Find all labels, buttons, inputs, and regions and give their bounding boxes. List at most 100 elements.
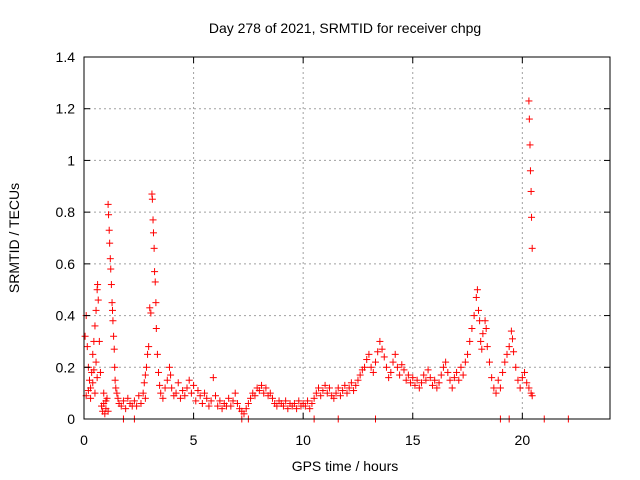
data-point [499,368,507,376]
data-point [496,384,504,392]
data-point [317,392,325,400]
y-tick-label: 0.4 [56,308,76,324]
data-point [385,374,393,382]
data-point [149,216,157,224]
data-point [336,392,344,400]
data-point [117,402,125,410]
data-point [391,350,399,358]
data-point [428,381,436,389]
data-point [157,389,165,397]
data-point [527,187,535,195]
data-point [137,399,145,407]
data-point [516,384,524,392]
data-point [393,363,401,371]
data-point [345,384,353,392]
data-point [110,332,118,340]
data-point [110,345,118,353]
data-point [433,384,441,392]
data-point [179,387,187,395]
data-point [492,389,500,397]
data-point [400,366,408,374]
data-point [142,363,150,371]
data-point [321,381,329,389]
data-point [89,350,97,358]
data-point [176,394,184,402]
data-point [475,306,482,314]
data-point [334,384,342,392]
data-point [343,389,351,397]
data-point [444,368,452,376]
data-point [350,387,358,395]
data-point [266,389,274,397]
data-point [100,389,108,397]
data-point [106,239,114,247]
data-point [141,371,149,379]
data-point [483,343,491,351]
data-point [108,306,116,314]
data-point [172,389,180,397]
data-point [95,337,103,345]
data-point [96,368,104,376]
data-point [247,394,255,402]
data-point [268,394,276,402]
data-point [148,195,156,203]
data-point [251,392,259,400]
data-point [420,371,428,379]
data-point [87,394,95,402]
data-point [407,379,415,387]
data-point [90,366,98,374]
y-tick-label: 1.2 [56,101,76,117]
data-point [332,389,340,397]
data-point [146,304,154,312]
data-point [102,397,110,405]
data-point [455,376,463,384]
data-point [461,358,469,366]
data-point [501,358,509,366]
data-point [119,397,127,405]
data-point [194,387,202,395]
data-point [521,368,529,376]
data-point [435,379,443,387]
data-point [149,229,157,237]
data-point [212,392,219,400]
data-point [295,397,303,405]
data-point [510,348,518,356]
data-point [325,384,333,392]
data-point [347,379,355,387]
data-point [144,350,152,358]
data-point [192,397,200,405]
data-point [227,402,235,410]
data-point [105,226,113,234]
data-point [526,141,534,149]
data-point [94,296,102,304]
data-point [92,306,100,314]
data-point [293,405,301,413]
chart-title: Day 278 of 2021, SRMTID for receiver chp… [209,20,481,36]
data-point [514,376,522,384]
data-point [472,293,480,301]
data-point [528,392,536,400]
data-point [273,402,281,410]
data-point [244,399,252,407]
data-point [279,402,287,410]
data-point [141,394,149,402]
data-point [167,371,175,379]
y-tick-label: 0.6 [56,256,76,272]
data-point [398,361,406,369]
data-point [163,376,171,384]
data-point [413,376,421,384]
data-points [81,97,572,423]
data-point [105,211,113,219]
data-point [312,389,320,397]
data-point [361,363,369,371]
data-point [205,402,213,410]
data-point [107,265,115,273]
data-point [485,358,493,366]
data-point [308,399,316,407]
data-point [356,371,364,379]
data-point [183,384,191,392]
data-point [450,374,458,382]
data-point [369,368,377,376]
data-point [214,402,222,410]
data-point [528,213,536,221]
